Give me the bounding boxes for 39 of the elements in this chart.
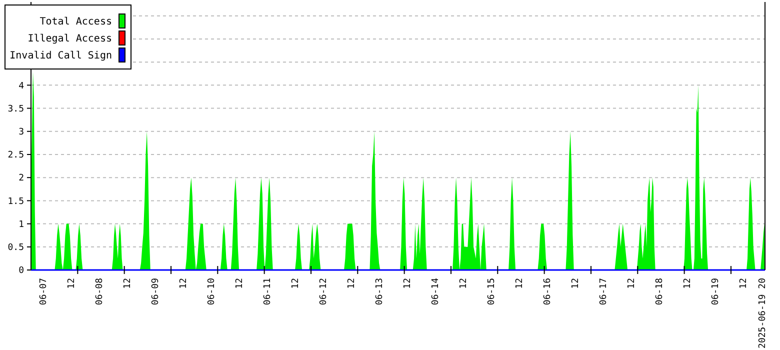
x-tick-label: 06-15 [487,278,498,306]
x-tick-label: 06-07 [39,278,50,306]
y-tick-label: 3.5 [8,104,24,114]
x-tick-label: 12 [347,278,358,289]
x-tick-label: 06-12 [319,278,330,306]
y-tick-label: 2 [18,174,24,184]
x-tick-label: 12 [627,278,638,289]
y-tick-label: 0 [18,266,24,276]
x-tick-label: 06-10 [207,278,218,306]
x-tick-label: 06-17 [599,278,610,306]
x-tick-label: 12 [123,278,134,289]
x-tick-label: 2025-06-19 20 [758,278,768,348]
x-tick-label: 12 [67,278,78,289]
x-tick-label: 06-18 [655,278,666,306]
y-tick-label: 0.5 [8,243,24,254]
x-tick-label: 06-11 [263,278,274,306]
legend-label: Illegal Access [28,34,112,44]
x-tick-label: 06-16 [543,278,554,306]
y-tick-label: 1.5 [8,196,24,207]
x-tick-label: 12 [683,278,694,289]
x-tick-label: 06-08 [95,278,106,306]
legend-label: Total Access [40,16,112,28]
y-tick-label: 1 [18,220,24,230]
x-tick-label: 12 [515,278,526,289]
x-tick-label: 06-14 [431,278,442,306]
x-tick-label: 12 [235,278,246,289]
legend-label: Invalid Call Sign [10,50,112,62]
x-tick-label: 06-09 [151,278,162,306]
x-tick-label: 12 [403,278,414,289]
x-tick-label: 06-13 [375,278,386,306]
y-tick-label: 2.5 [8,150,24,161]
x-tick-label: 12 [291,278,302,289]
y-tick-label: 4 [18,81,24,92]
x-tick-label: 12 [459,278,470,289]
x-tick-label: 12 [179,278,190,289]
x-tick-label: 06-19 [711,278,722,306]
y-tick-label: 3 [18,128,24,138]
x-tick-label: 12 [571,278,582,289]
x-tick-label: 12 [739,278,750,289]
